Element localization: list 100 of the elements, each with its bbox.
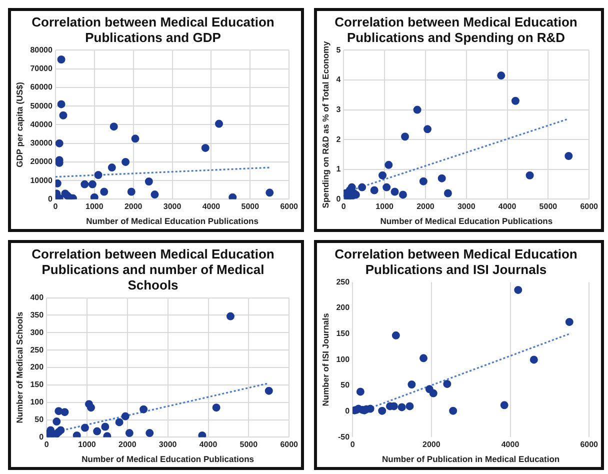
point: [444, 189, 452, 198]
y-tick-label: 5: [336, 45, 342, 54]
x-tick-label: 3000: [158, 440, 178, 450]
y-axis-title: Spending on R&D as % of Total Economy: [320, 40, 330, 208]
y-tick-label: 200: [336, 303, 350, 312]
x-tick-label: 1000: [78, 440, 96, 450]
y-tick-label: 10000: [30, 176, 53, 185]
x-tick-label: 2000: [124, 202, 143, 212]
y-tick-label: 40000: [30, 120, 53, 129]
point: [356, 388, 364, 396]
point: [413, 106, 422, 114]
point: [530, 356, 538, 364]
point: [94, 170, 102, 179]
y-tick-label: 50: [34, 414, 44, 424]
point: [226, 312, 234, 320]
point: [121, 412, 130, 420]
y-tick-label: 200: [30, 362, 44, 372]
point: [511, 96, 520, 105]
point: [266, 188, 274, 197]
point: [497, 72, 506, 80]
point: [419, 177, 428, 186]
point: [108, 164, 116, 172]
x-axis-title: Number of Medical Education Publications: [380, 216, 553, 226]
point: [392, 331, 400, 340]
y-tick-label: 20000: [30, 157, 53, 166]
point: [57, 100, 66, 108]
x-axis-title: Number of Medical Education Publications: [86, 216, 259, 226]
point: [384, 160, 393, 169]
x-tick-label: 6000: [280, 440, 299, 450]
x-tick-label: 4000: [501, 440, 520, 450]
point: [514, 286, 522, 294]
x-tick-label: 2000: [416, 202, 435, 212]
point: [140, 405, 148, 414]
y-tick-label: 60000: [30, 82, 53, 92]
point: [564, 152, 573, 160]
y-tick-label: 250: [336, 277, 350, 286]
x-axis-title: Number of Medical Education Publications: [82, 454, 254, 464]
point: [449, 406, 458, 415]
y-tick-label: 400: [30, 293, 44, 302]
x-tick-label: 1000: [376, 202, 394, 212]
point: [127, 188, 136, 196]
x-axis-title: Number of Publication in Medical Education: [382, 454, 560, 464]
y-tick-label: -50: [338, 432, 350, 442]
x-tick-label: 6000: [580, 440, 599, 450]
point: [382, 183, 391, 192]
x-tick-label: 3000: [163, 202, 182, 212]
point: [565, 318, 574, 326]
x-tick-label: 5000: [241, 202, 260, 212]
point: [390, 188, 399, 196]
x-tick-label: 5000: [539, 202, 558, 212]
point: [59, 111, 68, 120]
point: [87, 404, 96, 412]
point: [146, 429, 154, 438]
y-axis-title: Number of Medical Schools: [14, 312, 24, 424]
y-axis-title: GDP per capita (US$): [14, 82, 24, 168]
y-tick-label: 150: [336, 329, 350, 338]
y-tick-label: 0: [48, 194, 53, 204]
x-tick-label: 3000: [457, 202, 476, 212]
point: [57, 56, 66, 64]
point: [424, 125, 432, 134]
y-tick-label: 150: [30, 380, 44, 390]
chart-title: Correlation between Medical Education Publications and Spending on R&D: [334, 14, 578, 45]
y-tick-label: 4: [336, 75, 342, 84]
point: [131, 134, 140, 143]
y-tick-label: 350: [30, 310, 44, 320]
chart-title: Correlation between Medical Education Publications and ISI Journals: [334, 246, 578, 277]
point: [101, 422, 110, 431]
point: [378, 171, 387, 180]
point: [144, 178, 153, 186]
point: [406, 402, 414, 410]
point: [93, 427, 102, 436]
point: [408, 380, 416, 388]
point: [443, 380, 452, 388]
point: [100, 188, 108, 196]
x-tick-label: 5000: [240, 440, 258, 450]
point: [398, 190, 407, 199]
point: [201, 144, 210, 152]
x-tick-label: 4000: [199, 440, 218, 450]
y-tick-label: 2: [336, 134, 342, 144]
chart-title: Correlation between Medical Education Publications and number of Medical Schools: [32, 246, 274, 293]
point: [212, 404, 220, 412]
y-tick-label: 50000: [30, 101, 53, 110]
y-tick-label: 0: [336, 194, 342, 204]
x-tick-label: 4000: [202, 202, 221, 212]
point: [264, 386, 273, 395]
point: [150, 190, 159, 199]
point: [80, 424, 89, 432]
y-tick-label: 250: [30, 345, 44, 354]
point: [500, 401, 508, 410]
point: [438, 174, 446, 182]
y-tick-label: 50: [340, 380, 350, 390]
x-tick-label: 2000: [118, 440, 137, 450]
y-tick-label: 30000: [30, 138, 53, 148]
y-tick-label: 3: [336, 105, 342, 114]
point: [378, 406, 386, 415]
y-tick-label: 70000: [30, 64, 53, 74]
point: [370, 186, 378, 194]
point: [358, 183, 366, 192]
point: [401, 132, 410, 141]
point: [115, 418, 124, 426]
